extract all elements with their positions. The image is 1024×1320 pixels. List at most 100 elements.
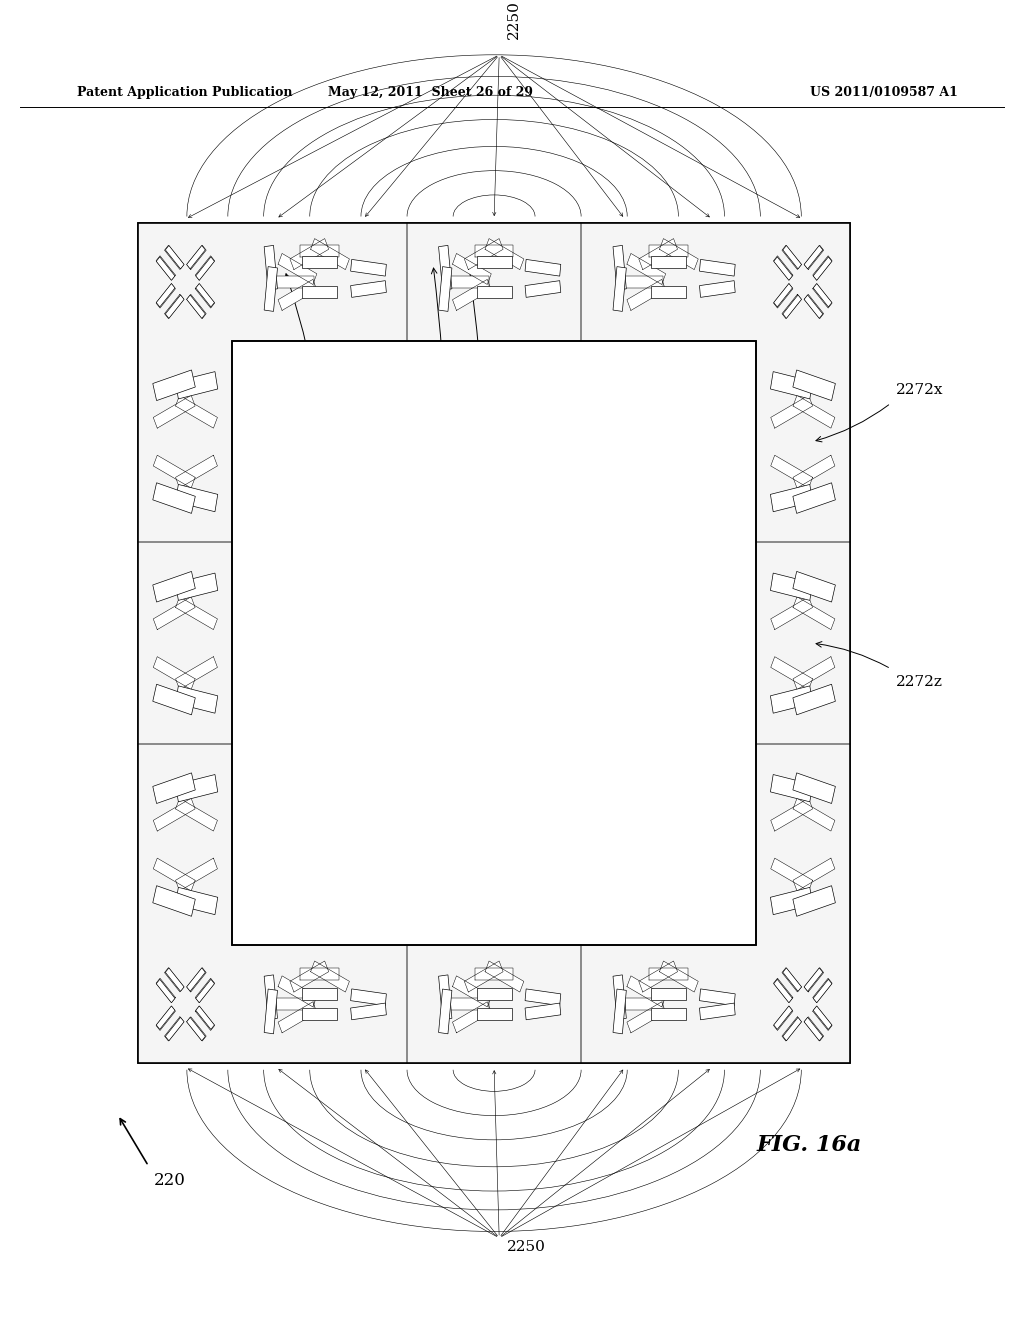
Polygon shape	[813, 256, 833, 280]
Polygon shape	[156, 978, 175, 1002]
Text: 2270z: 2270z	[460, 644, 507, 657]
Polygon shape	[438, 246, 452, 290]
Polygon shape	[153, 483, 196, 513]
Polygon shape	[639, 239, 678, 269]
Polygon shape	[165, 294, 183, 318]
Polygon shape	[625, 998, 664, 1010]
Polygon shape	[639, 961, 678, 993]
Polygon shape	[793, 572, 836, 602]
Polygon shape	[525, 260, 561, 276]
Polygon shape	[525, 1003, 561, 1020]
Polygon shape	[649, 246, 688, 257]
Polygon shape	[793, 799, 835, 832]
Polygon shape	[453, 253, 492, 285]
Polygon shape	[350, 989, 386, 1006]
Polygon shape	[625, 276, 664, 288]
Polygon shape	[264, 267, 278, 312]
Polygon shape	[627, 1002, 666, 1032]
Polygon shape	[165, 968, 184, 991]
Polygon shape	[350, 281, 386, 297]
Polygon shape	[175, 372, 218, 399]
Polygon shape	[438, 989, 452, 1034]
Polygon shape	[196, 256, 215, 280]
Polygon shape	[186, 294, 206, 318]
Polygon shape	[157, 1006, 175, 1030]
Polygon shape	[813, 1006, 833, 1031]
Polygon shape	[196, 257, 214, 280]
Polygon shape	[651, 1008, 686, 1020]
Text: 2270x: 2270x	[418, 644, 466, 657]
Polygon shape	[773, 1006, 793, 1031]
Polygon shape	[196, 978, 215, 1002]
Bar	[138, 223, 850, 1064]
Polygon shape	[264, 246, 278, 290]
Text: 2270: 2270	[297, 607, 336, 622]
Polygon shape	[699, 1003, 735, 1020]
Text: 220: 220	[154, 1172, 185, 1189]
Polygon shape	[793, 483, 836, 513]
Polygon shape	[187, 246, 206, 269]
Polygon shape	[774, 257, 793, 280]
Polygon shape	[627, 975, 666, 1007]
Polygon shape	[290, 239, 329, 269]
Polygon shape	[813, 978, 833, 1002]
Polygon shape	[613, 267, 627, 312]
Polygon shape	[302, 256, 337, 268]
Polygon shape	[771, 799, 813, 832]
Polygon shape	[279, 280, 316, 310]
Polygon shape	[793, 774, 836, 804]
Polygon shape	[804, 246, 823, 269]
Polygon shape	[175, 455, 217, 488]
Polygon shape	[464, 239, 503, 269]
Polygon shape	[290, 961, 329, 993]
Polygon shape	[476, 1008, 512, 1020]
Polygon shape	[438, 267, 452, 312]
Polygon shape	[186, 246, 206, 269]
Bar	[232, 341, 756, 945]
Polygon shape	[774, 284, 793, 308]
Polygon shape	[279, 253, 316, 285]
Polygon shape	[771, 858, 813, 891]
Polygon shape	[464, 961, 503, 993]
Polygon shape	[774, 1006, 793, 1030]
Polygon shape	[773, 978, 793, 1002]
Polygon shape	[264, 989, 278, 1034]
Polygon shape	[813, 257, 831, 280]
Polygon shape	[453, 280, 492, 310]
Polygon shape	[773, 256, 793, 280]
Polygon shape	[175, 887, 218, 915]
Polygon shape	[782, 246, 802, 269]
Polygon shape	[805, 294, 823, 318]
Polygon shape	[782, 294, 801, 318]
Polygon shape	[187, 1016, 206, 1041]
Polygon shape	[774, 979, 793, 1003]
Polygon shape	[773, 284, 793, 308]
Text: 2272x: 2272x	[896, 383, 943, 397]
Polygon shape	[175, 395, 217, 428]
Polygon shape	[154, 597, 196, 630]
Polygon shape	[350, 1003, 386, 1020]
Polygon shape	[793, 886, 836, 916]
Polygon shape	[157, 979, 175, 1003]
Polygon shape	[175, 858, 217, 891]
Polygon shape	[175, 573, 218, 601]
Text: 2250: 2250	[508, 0, 521, 40]
Polygon shape	[793, 370, 836, 400]
Polygon shape	[154, 799, 196, 832]
Polygon shape	[453, 975, 492, 1007]
Polygon shape	[264, 975, 278, 1019]
Polygon shape	[276, 276, 314, 288]
Polygon shape	[770, 887, 813, 915]
Polygon shape	[770, 372, 813, 399]
Polygon shape	[770, 573, 813, 601]
Bar	[138, 223, 850, 1064]
Polygon shape	[156, 284, 175, 308]
Polygon shape	[196, 1006, 214, 1030]
Polygon shape	[485, 961, 524, 993]
Polygon shape	[157, 284, 175, 308]
Text: 2250: 2250	[508, 1241, 546, 1254]
Polygon shape	[279, 1002, 316, 1032]
Polygon shape	[196, 1006, 215, 1031]
Polygon shape	[157, 257, 175, 280]
Polygon shape	[699, 989, 735, 1006]
